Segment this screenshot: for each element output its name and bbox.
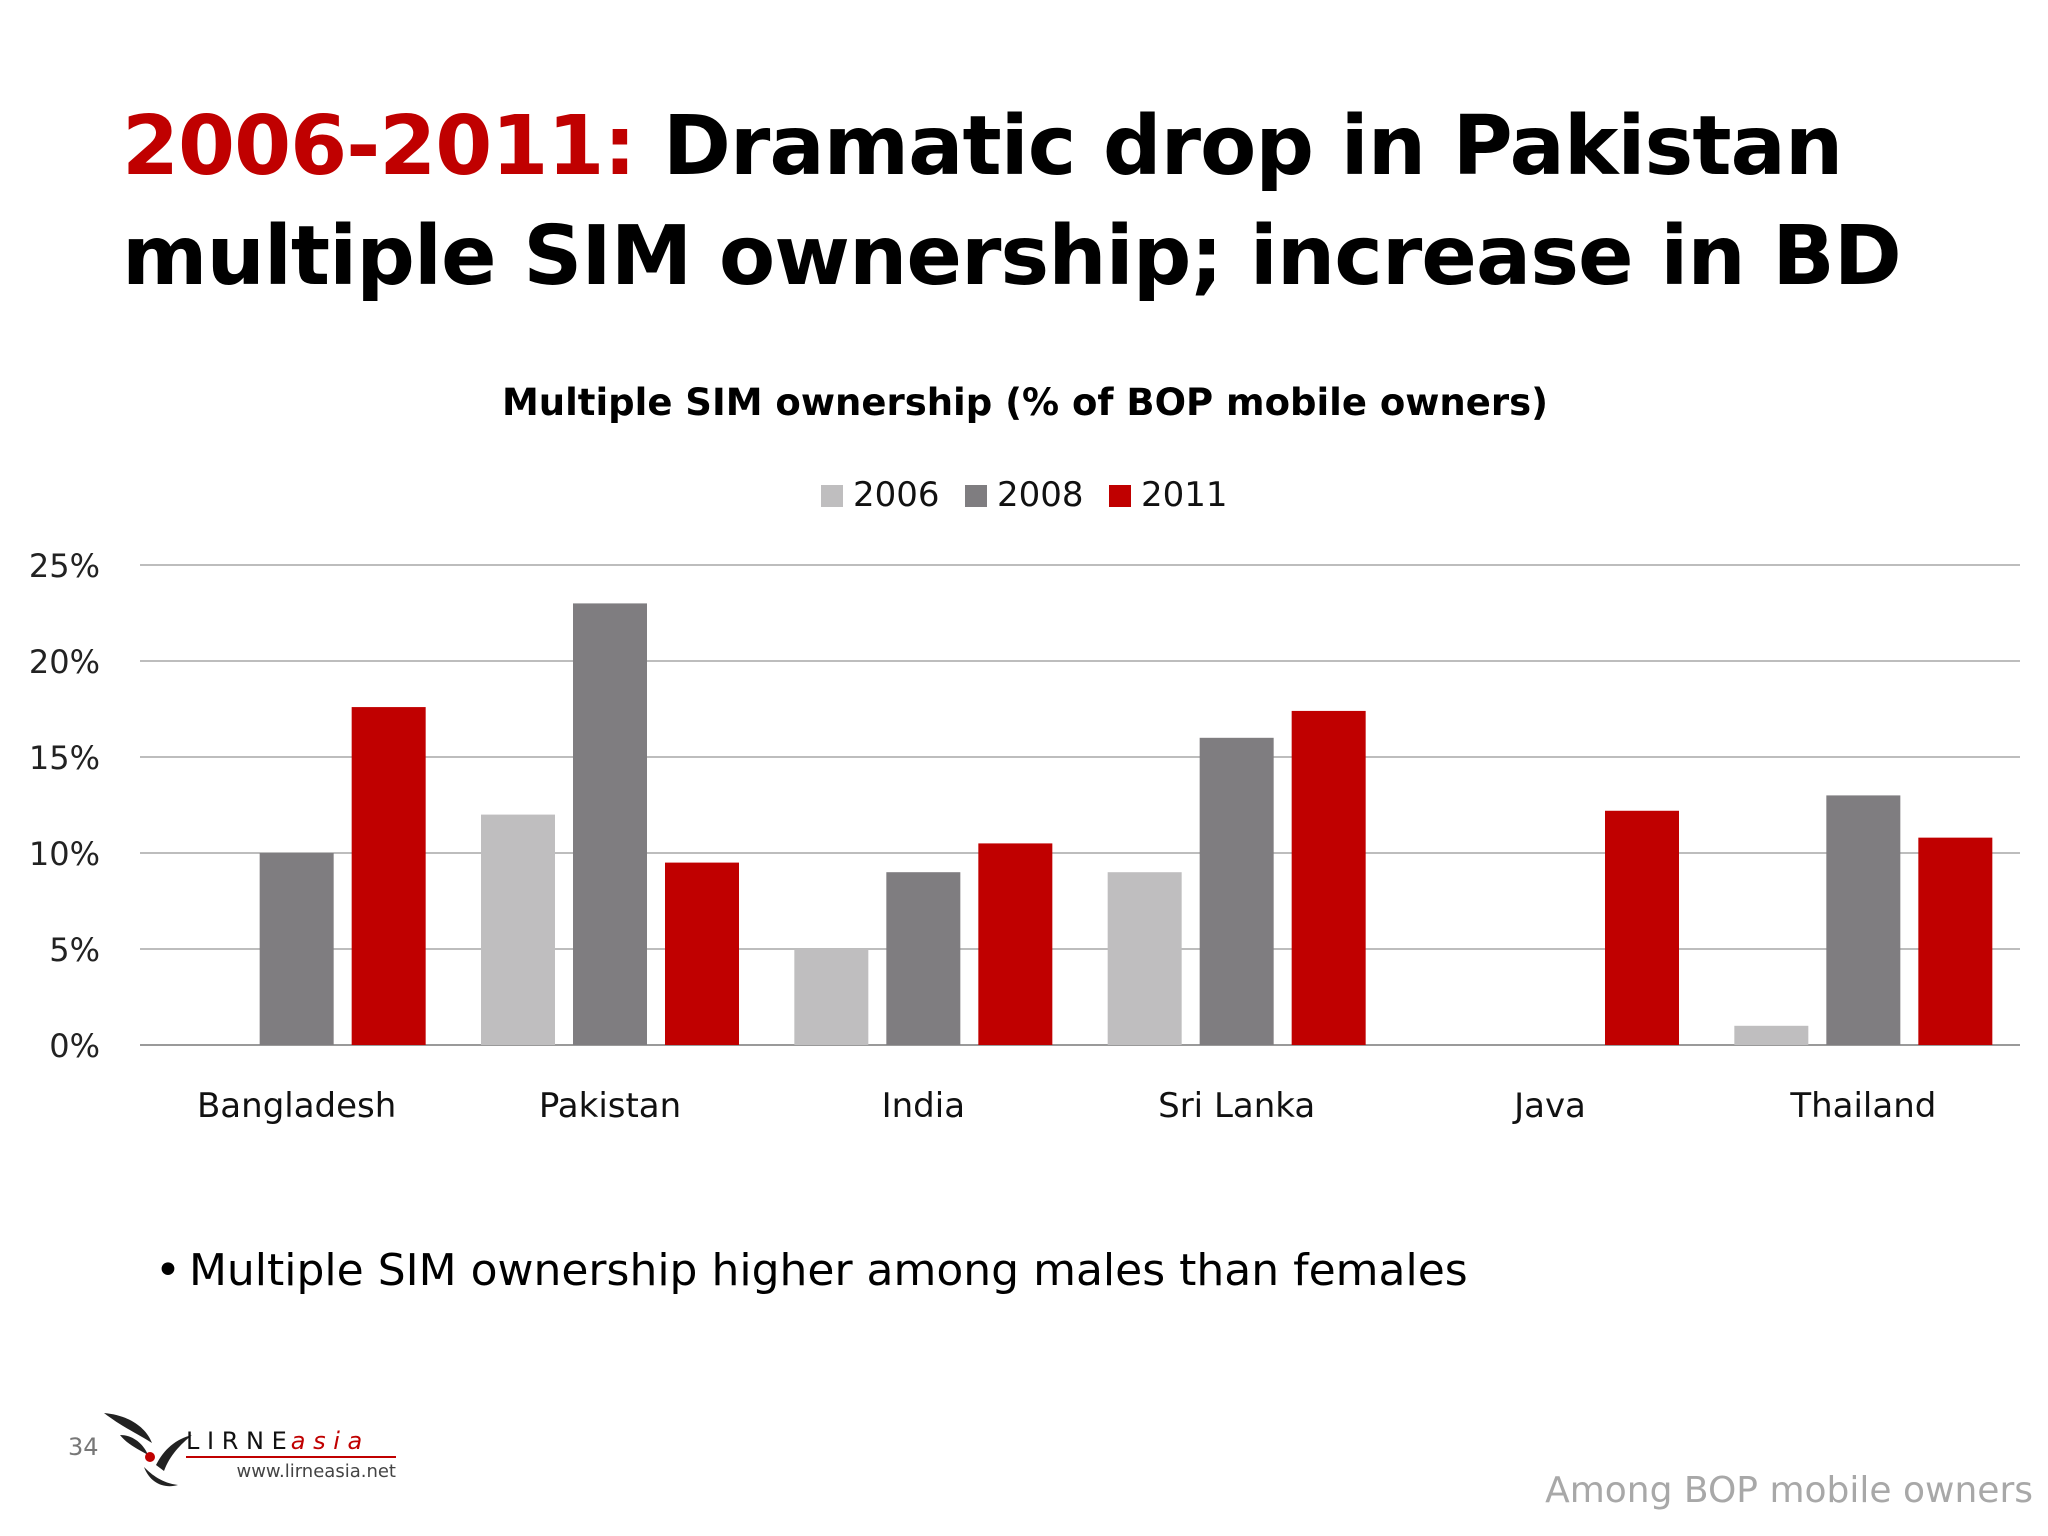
x-axis-category-labels: Bangladesh Pakistan India Sri Lanka Java Thai… (197, 1086, 1936, 1126)
bar-2006-india (794, 949, 869, 1045)
bullet-point: • Multiple SIM ownership higher among mal… (155, 1245, 1468, 1296)
y-tick-label: 25% (29, 547, 100, 585)
footnote: Among BOP mobile owners (1545, 1470, 2033, 1511)
y-axis-tick-labels: 0% 5% 10% 15% 20% 25% (29, 547, 100, 1065)
bar-2011-thailand (1918, 837, 1993, 1045)
title-rest: Dramatic drop in Pakistan multiple SIM o… (122, 99, 1902, 304)
bullet-dot: • (155, 1245, 181, 1296)
bar-2008-thailand (1826, 795, 1901, 1045)
x-tick-label: Pakistan (539, 1086, 681, 1126)
chart-legend: 2006 2008 2011 (821, 475, 1228, 515)
bar-2008-sri-lanka (1199, 737, 1274, 1045)
bar-chart: Multiple SIM ownership (% of BOP mobile … (29, 381, 2020, 1126)
x-tick-label: Java (1512, 1086, 1586, 1126)
legend-swatch-2008 (965, 485, 987, 507)
logo-text-accent: a s i a (291, 1427, 362, 1455)
y-tick-label: 15% (29, 739, 100, 777)
chart-bars (259, 603, 1993, 1045)
legend-label-2011: 2011 (1141, 475, 1228, 515)
y-tick-label: 20% (29, 643, 100, 681)
chart-gridlines (140, 564, 2020, 1046)
page-number: 34 (68, 1433, 99, 1461)
bar-2006-pakistan (481, 814, 555, 1045)
bar-2011-pakistan (665, 862, 739, 1045)
legend-swatch-2006 (821, 485, 843, 507)
x-tick-label: Sri Lanka (1158, 1086, 1315, 1126)
logo-bird-icon (104, 1413, 192, 1487)
bar-2011-sri-lanka (1291, 710, 1366, 1045)
y-tick-label: 0% (49, 1027, 100, 1065)
logo-text-main: L I R N E (186, 1427, 287, 1455)
bullet-text: Multiple SIM ownership higher among male… (188, 1245, 1468, 1296)
legend-label-2006: 2006 (853, 475, 940, 515)
y-tick-label: 10% (29, 835, 100, 873)
x-tick-label: India (882, 1086, 965, 1126)
legend-swatch-2011 (1109, 485, 1131, 507)
y-tick-label: 5% (49, 931, 100, 969)
bar-2011-java (1605, 810, 1679, 1045)
bar-2008-india (886, 872, 961, 1045)
bar-2011-bangladesh (351, 707, 426, 1045)
chart-title: Multiple SIM ownership (% of BOP mobile … (502, 381, 1548, 424)
bar-2011-india (978, 843, 1053, 1045)
bar-2006-sri-lanka (1107, 872, 1182, 1045)
bar-2008-bangladesh (259, 853, 334, 1045)
x-tick-label: Thailand (1789, 1086, 1936, 1126)
x-tick-label: Bangladesh (197, 1086, 396, 1126)
logo-url: www.lirneasia.net (236, 1461, 396, 1482)
legend-label-2008: 2008 (997, 475, 1084, 515)
bar-2008-pakistan (573, 603, 647, 1045)
bar-2006-thailand (1734, 1025, 1809, 1045)
slide-title: 2006-2011: Dramatic drop in Pakistan mul… (122, 92, 1982, 312)
title-highlight: 2006-2011: (122, 99, 636, 194)
